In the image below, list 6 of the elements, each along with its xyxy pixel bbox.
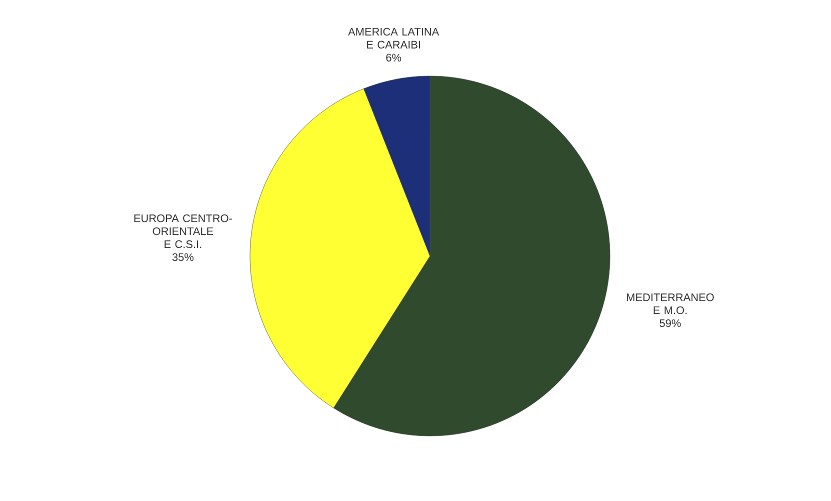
data-label: 35%	[172, 253, 194, 262]
slice-label: EUROPA CENTRO-ORIENTALE E C.S.I.	[134, 214, 232, 248]
slice-label: AMERICA LATINA E CARAIBI	[348, 28, 440, 49]
slice-label: MEDITERRANEO E M.O.	[626, 293, 714, 314]
data-label: 59%	[660, 319, 681, 328]
data-label: 6%	[386, 54, 402, 62]
